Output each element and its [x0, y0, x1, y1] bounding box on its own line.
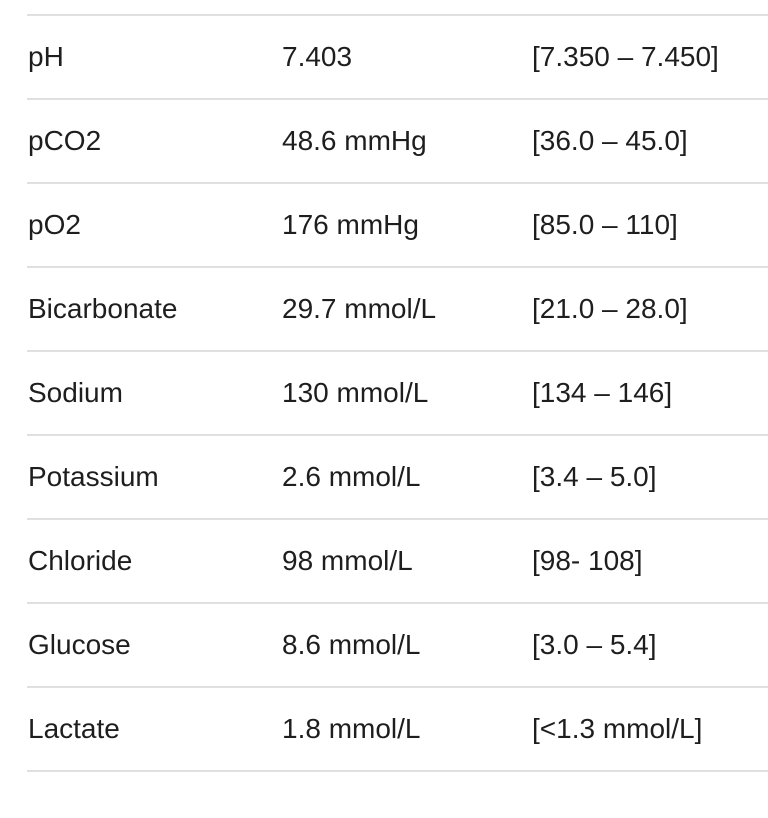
- reference-range: [3.0 – 5.4]: [532, 628, 657, 660]
- reference-range: [21.0 – 28.0]: [532, 292, 688, 324]
- analyte-name: Sodium: [28, 376, 123, 408]
- table-row: Potassium 2.6 mmol/L [3.4 – 5.0]: [27, 435, 768, 519]
- table-row: pCO2 48.6 mmHg [36.0 – 45.0]: [27, 99, 768, 183]
- measured-value: 176 mmHg: [282, 208, 419, 240]
- analyte-name: Potassium: [28, 460, 159, 492]
- analyte-name: pO2: [28, 208, 81, 240]
- analyte-name: Bicarbonate: [28, 292, 178, 324]
- lab-results-table: pH 7.403 [7.350 – 7.450] pCO2 48.6 mmHg [36.0…: [27, 14, 768, 772]
- table-row: Glucose 8.6 mmol/L [3.0 – 5.4]: [27, 603, 768, 687]
- measured-value: 48.6 mmHg: [282, 124, 427, 156]
- analyte-name: Chloride: [28, 544, 133, 576]
- analyte-name: Lactate: [28, 712, 120, 744]
- measured-value: 7.403: [282, 40, 353, 72]
- measured-value: 1.8 mmol/L: [282, 712, 421, 744]
- reference-range: [3.4 – 5.0]: [532, 460, 657, 492]
- measured-value: 2.6 mmol/L: [282, 460, 421, 492]
- analyte-name: pH: [28, 40, 64, 72]
- reference-range: [<1.3 mmol/L]: [532, 712, 703, 744]
- table-row: pO2 176 mmHg [85.0 – 110]: [27, 183, 768, 267]
- table-row: Bicarbonate 29.7 mmol/L [21.0 – 28.0]: [27, 267, 768, 351]
- table-row: Chloride 98 mmol/L [98- 108]: [27, 519, 768, 603]
- table-row: Lactate 1.8 mmol/L [<1.3 mmol/L]: [27, 687, 768, 771]
- lab-results-body: pH 7.403 [7.350 – 7.450] pCO2 48.6 mmHg [36.0…: [27, 15, 768, 771]
- analyte-name: Glucose: [28, 628, 131, 660]
- table-row: Sodium 130 mmol/L [134 – 146]: [27, 351, 768, 435]
- measured-value: 8.6 mmol/L: [282, 628, 421, 660]
- reference-range: [85.0 – 110]: [532, 208, 678, 240]
- reference-range: [98- 108]: [532, 544, 643, 576]
- reference-range: [134 – 146]: [532, 376, 673, 408]
- table-row: pH 7.403 [7.350 – 7.450]: [27, 15, 768, 99]
- reference-range: [7.350 – 7.450]: [532, 40, 719, 72]
- measured-value: 130 mmol/L: [282, 376, 429, 408]
- analyte-name: pCO2: [28, 124, 102, 156]
- measured-value: 98 mmol/L: [282, 544, 413, 576]
- reference-range: [36.0 – 45.0]: [532, 124, 688, 156]
- measured-value: 29.7 mmol/L: [282, 292, 437, 324]
